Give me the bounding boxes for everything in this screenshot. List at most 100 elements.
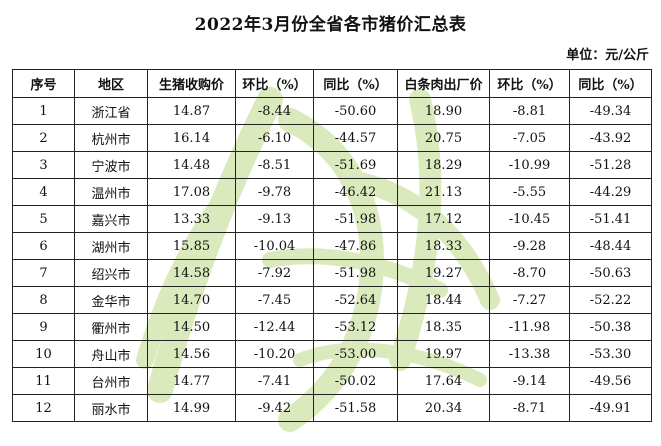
cell-region: 杭州市 bbox=[74, 124, 148, 152]
cell-index: 3 bbox=[12, 151, 75, 179]
cell-live-pig-yoy: -53.00 bbox=[313, 340, 398, 368]
cell-live-pig-mom: -9.13 bbox=[235, 205, 314, 233]
cell-live-pig-price: 17.08 bbox=[147, 178, 236, 206]
cell-region: 台州市 bbox=[74, 367, 148, 395]
cell-index: 10 bbox=[12, 340, 75, 368]
cell-index: 4 bbox=[12, 178, 75, 206]
table-row: 8 金华市 14.70 -7.45 -52.64 18.44 -7.27 -52.22 bbox=[12, 286, 652, 314]
cell-live-pig-mom: -12.44 bbox=[235, 313, 314, 341]
cell-live-pig-price: 15.85 bbox=[147, 232, 236, 260]
column-header-index: 序号 bbox=[12, 69, 75, 98]
table-row: 5 嘉兴市 13.33 -9.13 -51.98 17.12 -10.45 -51.41 bbox=[12, 205, 652, 233]
cell-carcass-mom: -7.27 bbox=[489, 286, 570, 314]
table-row: 7 绍兴市 14.58 -7.92 -51.98 19.27 -8.70 -50.63 bbox=[12, 259, 652, 287]
column-header-carcass-price: 白条肉出厂价 bbox=[397, 69, 490, 98]
cell-region: 温州市 bbox=[74, 178, 148, 206]
cell-carcass-mom: -7.05 bbox=[489, 124, 570, 152]
cell-region: 丽水市 bbox=[74, 394, 148, 422]
cell-live-pig-yoy: -44.57 bbox=[313, 124, 398, 152]
cell-carcass-mom: -5.55 bbox=[489, 178, 570, 206]
cell-carcass-yoy: -52.22 bbox=[569, 286, 652, 314]
table-row: 6 湖州市 15.85 -10.04 -47.86 18.33 -9.28 -48.44 bbox=[12, 232, 652, 260]
cell-carcass-yoy: -49.56 bbox=[569, 367, 652, 395]
cell-carcass-yoy: -50.63 bbox=[569, 259, 652, 287]
cell-carcass-price: 21.13 bbox=[397, 178, 490, 206]
cell-carcass-yoy: -48.44 bbox=[569, 232, 652, 260]
cell-index: 8 bbox=[12, 286, 75, 314]
cell-region: 金华市 bbox=[74, 286, 148, 314]
cell-live-pig-yoy: -51.98 bbox=[313, 259, 398, 287]
cell-carcass-mom: -10.45 bbox=[489, 205, 570, 233]
cell-live-pig-price: 14.70 bbox=[147, 286, 236, 314]
cell-live-pig-price: 16.14 bbox=[147, 124, 236, 152]
page-title: 2022年3月份全省各市猪价汇总表 bbox=[194, 15, 467, 35]
cell-carcass-yoy: -49.91 bbox=[569, 394, 652, 422]
cell-carcass-yoy: -49.34 bbox=[569, 97, 652, 125]
cell-carcass-price: 18.33 bbox=[397, 232, 490, 260]
cell-carcass-price: 18.29 bbox=[397, 151, 490, 179]
cell-carcass-yoy: -43.92 bbox=[569, 124, 652, 152]
cell-carcass-mom: -8.70 bbox=[489, 259, 570, 287]
table-row: 11 台州市 14.77 -7.41 -50.02 17.64 -9.14 -49.56 bbox=[12, 367, 652, 395]
cell-live-pig-mom: -9.78 bbox=[235, 178, 314, 206]
cell-carcass-price: 17.64 bbox=[397, 367, 490, 395]
cell-live-pig-price: 14.77 bbox=[147, 367, 236, 395]
cell-index: 12 bbox=[12, 394, 75, 422]
cell-carcass-mom: -11.98 bbox=[489, 313, 570, 341]
cell-index: 9 bbox=[12, 313, 75, 341]
cell-carcass-yoy: -53.30 bbox=[569, 340, 652, 368]
cell-carcass-price: 18.44 bbox=[397, 286, 490, 314]
unit-label: 单位：元/公斤 bbox=[566, 48, 649, 63]
cell-live-pig-mom: -6.10 bbox=[235, 124, 314, 152]
cell-carcass-price: 18.90 bbox=[397, 97, 490, 125]
cell-carcass-price: 20.75 bbox=[397, 124, 490, 152]
cell-live-pig-yoy: -50.60 bbox=[313, 97, 398, 125]
cell-carcass-mom: -10.99 bbox=[489, 151, 570, 179]
table-row: 9 衢州市 14.50 -12.44 -53.12 18.35 -11.98 -50.38 bbox=[12, 313, 652, 341]
cell-live-pig-yoy: -51.98 bbox=[313, 205, 398, 233]
cell-carcass-price: 17.12 bbox=[397, 205, 490, 233]
column-header-live-pig-price: 生猪收购价 bbox=[147, 69, 236, 98]
cell-live-pig-yoy: -51.69 bbox=[313, 151, 398, 179]
cell-carcass-mom: -9.14 bbox=[489, 367, 570, 395]
cell-live-pig-mom: -7.45 bbox=[235, 286, 314, 314]
cell-carcass-price: 20.34 bbox=[397, 394, 490, 422]
cell-live-pig-yoy: -52.64 bbox=[313, 286, 398, 314]
cell-live-pig-yoy: -51.58 bbox=[313, 394, 398, 422]
cell-carcass-price: 18.35 bbox=[397, 313, 490, 341]
table-row: 3 宁波市 14.48 -8.51 -51.69 18.29 -10.99 -51.28 bbox=[12, 151, 652, 179]
table-body: 1 浙江省 14.87 -8.44 -50.60 18.90 -8.81 -49.34 2 杭州市… bbox=[12, 97, 652, 422]
cell-region: 浙江省 bbox=[74, 97, 148, 125]
price-table: 序号 地区 生猪收购价 环比（%） 同比（%） 白条肉出厂价 环比（%） 同比（%） 1 浙江省… bbox=[12, 69, 652, 422]
cell-index: 7 bbox=[12, 259, 75, 287]
cell-carcass-mom: -8.81 bbox=[489, 97, 570, 125]
cell-carcass-yoy: -51.28 bbox=[569, 151, 652, 179]
cell-carcass-price: 19.27 bbox=[397, 259, 490, 287]
cell-live-pig-yoy: -50.02 bbox=[313, 367, 398, 395]
table-row: 2 杭州市 16.14 -6.10 -44.57 20.75 -7.05 -43.92 bbox=[12, 124, 652, 152]
cell-region: 衢州市 bbox=[74, 313, 148, 341]
cell-live-pig-mom: -9.42 bbox=[235, 394, 314, 422]
cell-live-pig-mom: -8.44 bbox=[235, 97, 314, 125]
cell-region: 绍兴市 bbox=[74, 259, 148, 287]
cell-index: 2 bbox=[12, 124, 75, 152]
column-header-region: 地区 bbox=[74, 69, 148, 98]
cell-carcass-mom: -9.28 bbox=[489, 232, 570, 260]
table-row: 4 温州市 17.08 -9.78 -46.42 21.13 -5.55 -44.29 bbox=[12, 178, 652, 206]
cell-region: 宁波市 bbox=[74, 151, 148, 179]
cell-region: 湖州市 bbox=[74, 232, 148, 260]
column-header-live-pig-mom: 环比（%） bbox=[235, 69, 314, 98]
cell-index: 5 bbox=[12, 205, 75, 233]
cell-carcass-yoy: -44.29 bbox=[569, 178, 652, 206]
cell-live-pig-mom: -10.20 bbox=[235, 340, 314, 368]
cell-index: 1 bbox=[12, 97, 75, 125]
cell-live-pig-mom: -7.41 bbox=[235, 367, 314, 395]
cell-carcass-yoy: -51.41 bbox=[569, 205, 652, 233]
cell-live-pig-price: 14.58 bbox=[147, 259, 236, 287]
cell-live-pig-price: 14.48 bbox=[147, 151, 236, 179]
cell-live-pig-price: 14.56 bbox=[147, 340, 236, 368]
cell-live-pig-yoy: -53.12 bbox=[313, 313, 398, 341]
table-header-row: 序号 地区 生猪收购价 环比（%） 同比（%） 白条肉出厂价 环比（%） 同比（%） bbox=[12, 69, 652, 98]
column-header-carcass-mom: 环比（%） bbox=[489, 69, 570, 98]
cell-index: 11 bbox=[12, 367, 75, 395]
